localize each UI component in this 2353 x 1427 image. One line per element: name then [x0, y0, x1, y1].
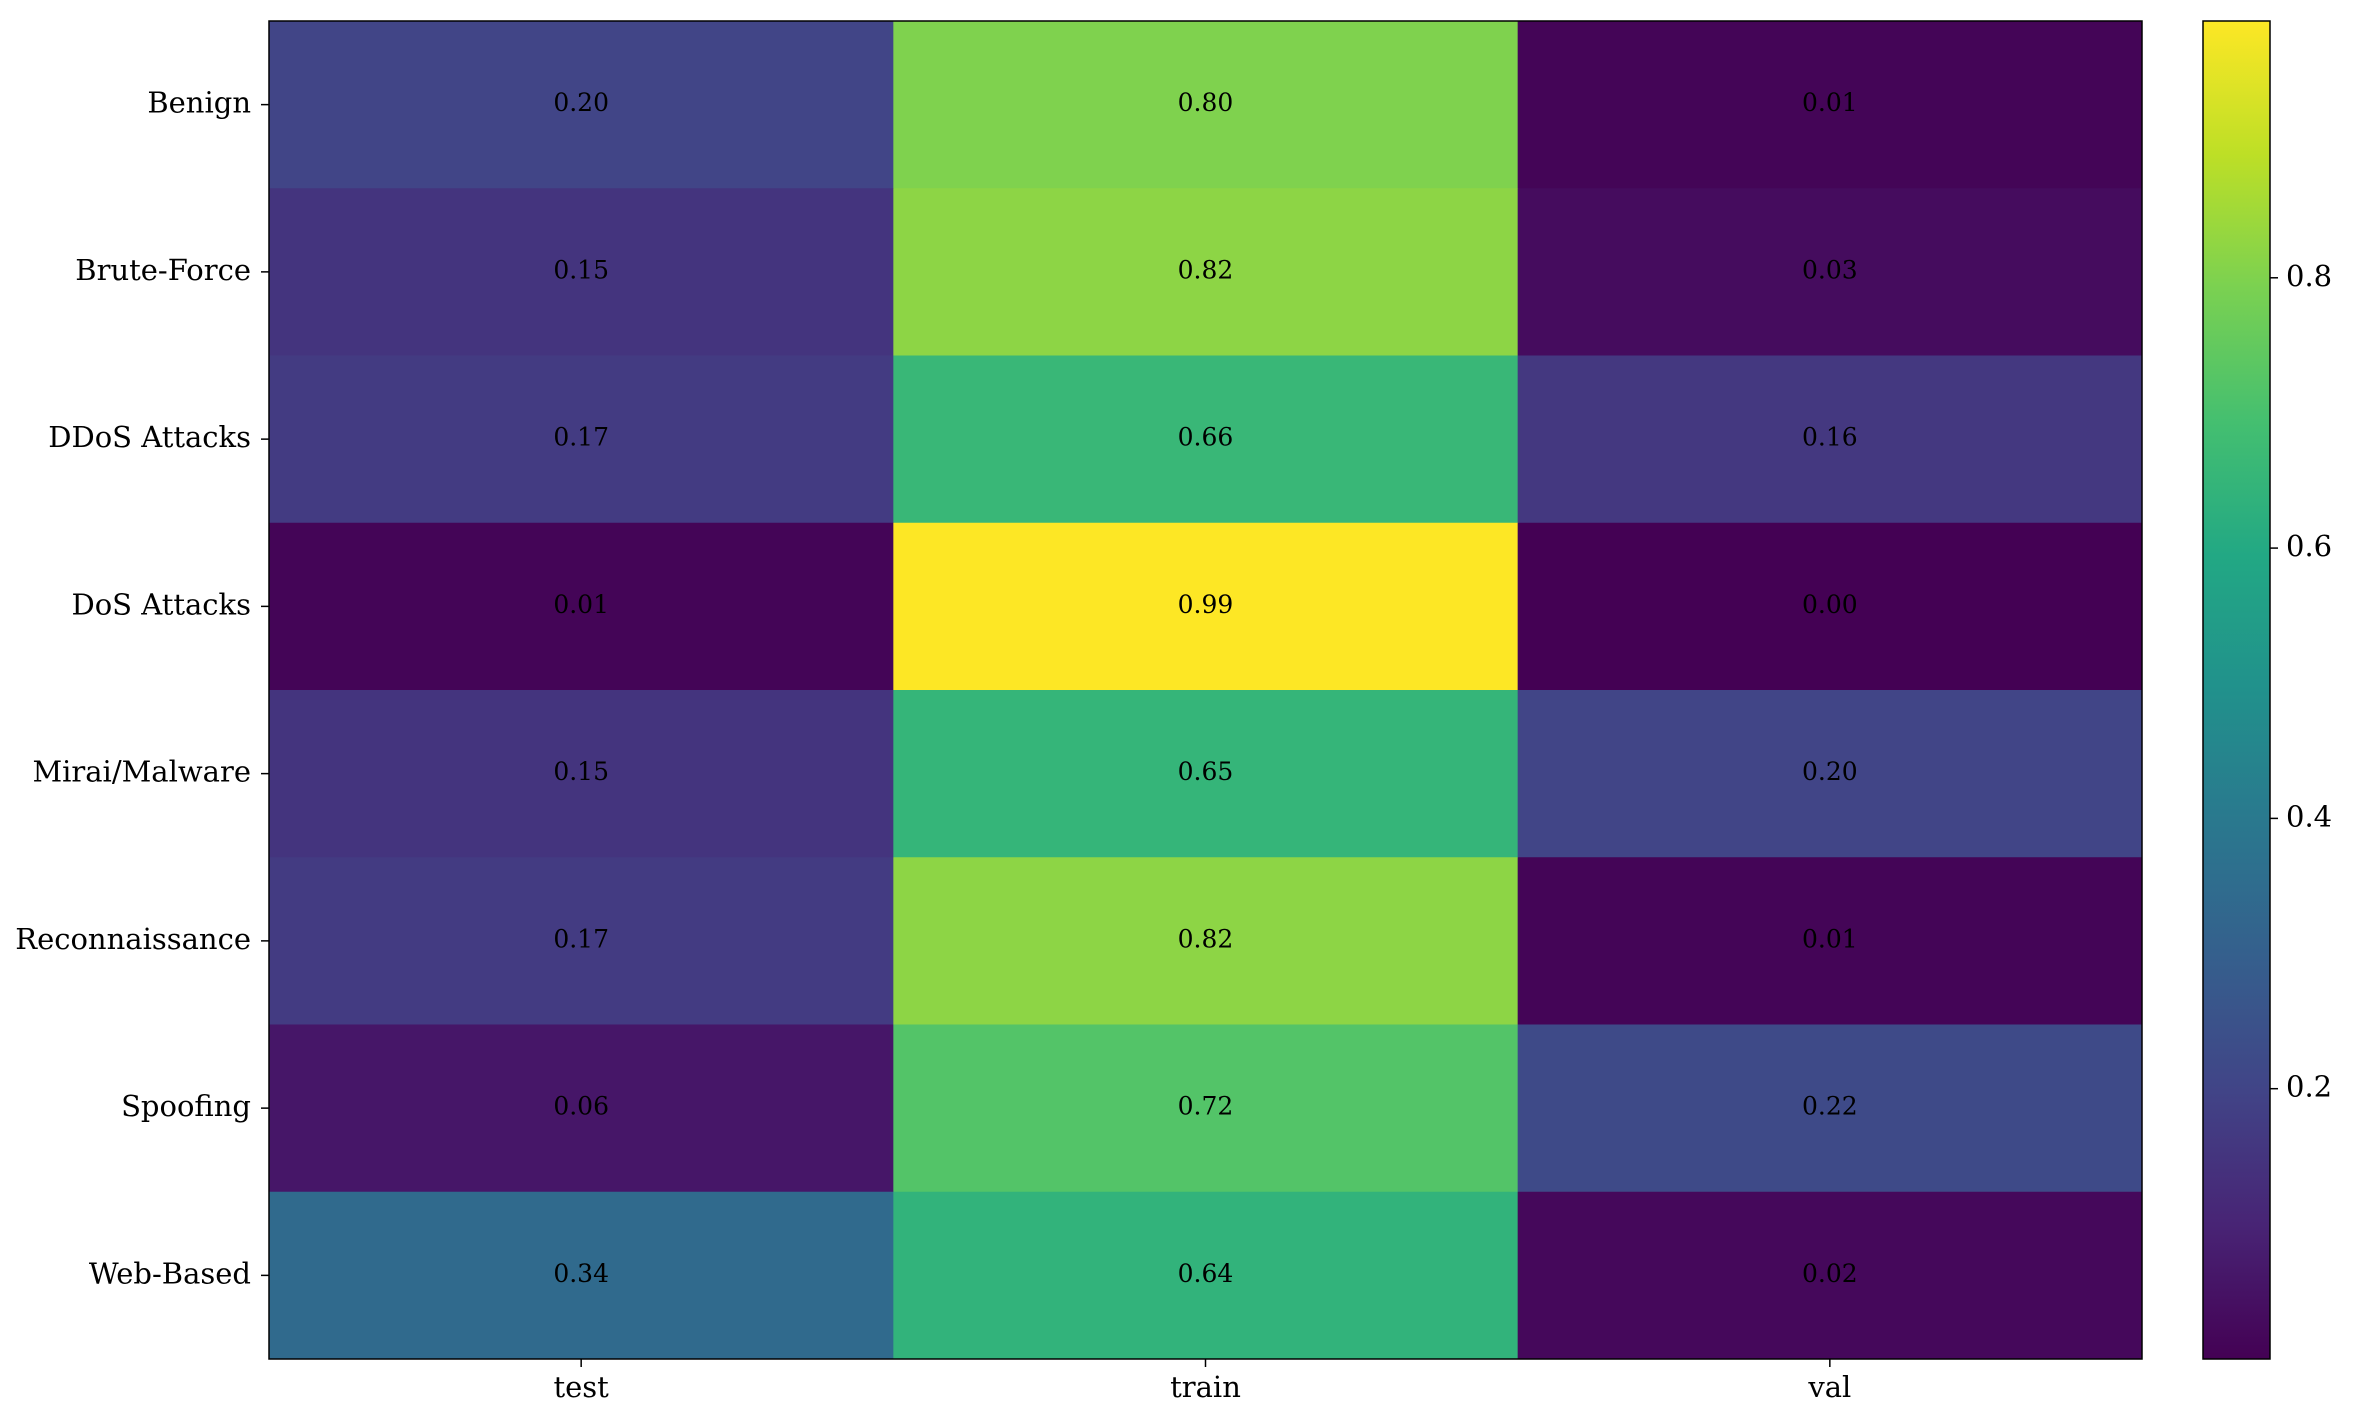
- heatmap-cell: [269, 690, 894, 858]
- heatmap-cell: [893, 690, 1519, 858]
- cell-value-label: 0.15: [553, 255, 609, 284]
- cell-value-label: 0.15: [553, 757, 609, 786]
- y-tick-label: Benign: [147, 86, 251, 120]
- cell-value-label: 0.20: [1802, 757, 1858, 786]
- cell-value-label: 0.17: [553, 924, 609, 953]
- heatmap-cell: [1517, 1024, 2143, 1193]
- heatmap-cell: [1517, 21, 2143, 189]
- x-tick-label: test: [553, 1370, 609, 1404]
- cell-value-label: 0.01: [1802, 88, 1858, 117]
- heatmap-cell: [893, 355, 1519, 524]
- cell-value-label: 0.03: [1802, 255, 1858, 284]
- heatmap-cell: [1517, 522, 2143, 691]
- heatmap-cell: [1517, 1191, 2143, 1360]
- heatmap-cell: [893, 1191, 1519, 1360]
- cell-value-label: 0.34: [553, 1259, 609, 1288]
- heatmap-cell: [893, 857, 1519, 1025]
- cell-value-label: 0.20: [553, 88, 609, 117]
- heatmap-cell: [893, 188, 1519, 356]
- heatmap-cell: [269, 857, 894, 1025]
- heatmap-cell: [893, 522, 1519, 691]
- cell-value-label: 0.64: [1178, 1259, 1234, 1288]
- cell-value-label: 0.72: [1178, 1092, 1234, 1121]
- y-tick-label: Reconnaissance: [15, 922, 251, 956]
- y-tick-label: DoS Attacks: [71, 587, 251, 621]
- x-tick-label: train: [1170, 1370, 1241, 1404]
- heatmap-cell: [269, 21, 894, 189]
- cell-value-label: 0.99: [1178, 590, 1234, 619]
- heatmap-cell: [269, 1024, 894, 1193]
- heatmap-cell: [269, 188, 894, 356]
- cell-value-label: 0.01: [1802, 924, 1858, 953]
- heatmap-cell: [893, 1024, 1519, 1193]
- x-tick-label: val: [1807, 1370, 1851, 1404]
- heatmap-cell: [1517, 690, 2143, 858]
- cell-value-label: 0.16: [1802, 423, 1858, 452]
- cell-value-label: 0.82: [1178, 924, 1234, 953]
- heatmap-cell: [1517, 188, 2143, 356]
- cell-value-label: 0.01: [553, 590, 609, 619]
- colorbar: [2202, 20, 2271, 1360]
- cell-value-label: 0.22: [1802, 1092, 1858, 1121]
- heatmap-cell: [893, 21, 1519, 189]
- cell-value-label: 0.17: [553, 423, 609, 452]
- y-tick-label: Brute-Force: [75, 253, 251, 287]
- cell-value-label: 0.66: [1178, 423, 1234, 452]
- colorbar-tick-label: 0.4: [2286, 799, 2332, 833]
- y-tick-label: DDoS Attacks: [48, 420, 251, 454]
- heatmap-cell: [1517, 857, 2143, 1025]
- cell-value-label: 0.65: [1178, 757, 1234, 786]
- cell-value-label: 0.80: [1178, 88, 1234, 117]
- cell-value-label: 0.06: [553, 1092, 609, 1121]
- cell-value-label: 0.02: [1802, 1259, 1858, 1288]
- heatmap-cell: [1517, 355, 2143, 524]
- heatmap-cell: [269, 355, 894, 524]
- heatmap-cell: [269, 1191, 894, 1360]
- colorbar-tick-label: 0.6: [2286, 529, 2332, 563]
- colorbar-tick-label: 0.8: [2286, 259, 2332, 293]
- heatmap-cell: [269, 522, 894, 691]
- y-tick-label: Mirai/Malware: [32, 755, 251, 789]
- y-tick-label: Spoofing: [121, 1089, 251, 1123]
- colorbar-tick-label: 0.2: [2286, 1070, 2332, 1104]
- y-tick-label: Web-Based: [89, 1256, 251, 1290]
- cell-value-label: 0.82: [1178, 255, 1234, 284]
- cell-value-label: 0.00: [1802, 590, 1858, 619]
